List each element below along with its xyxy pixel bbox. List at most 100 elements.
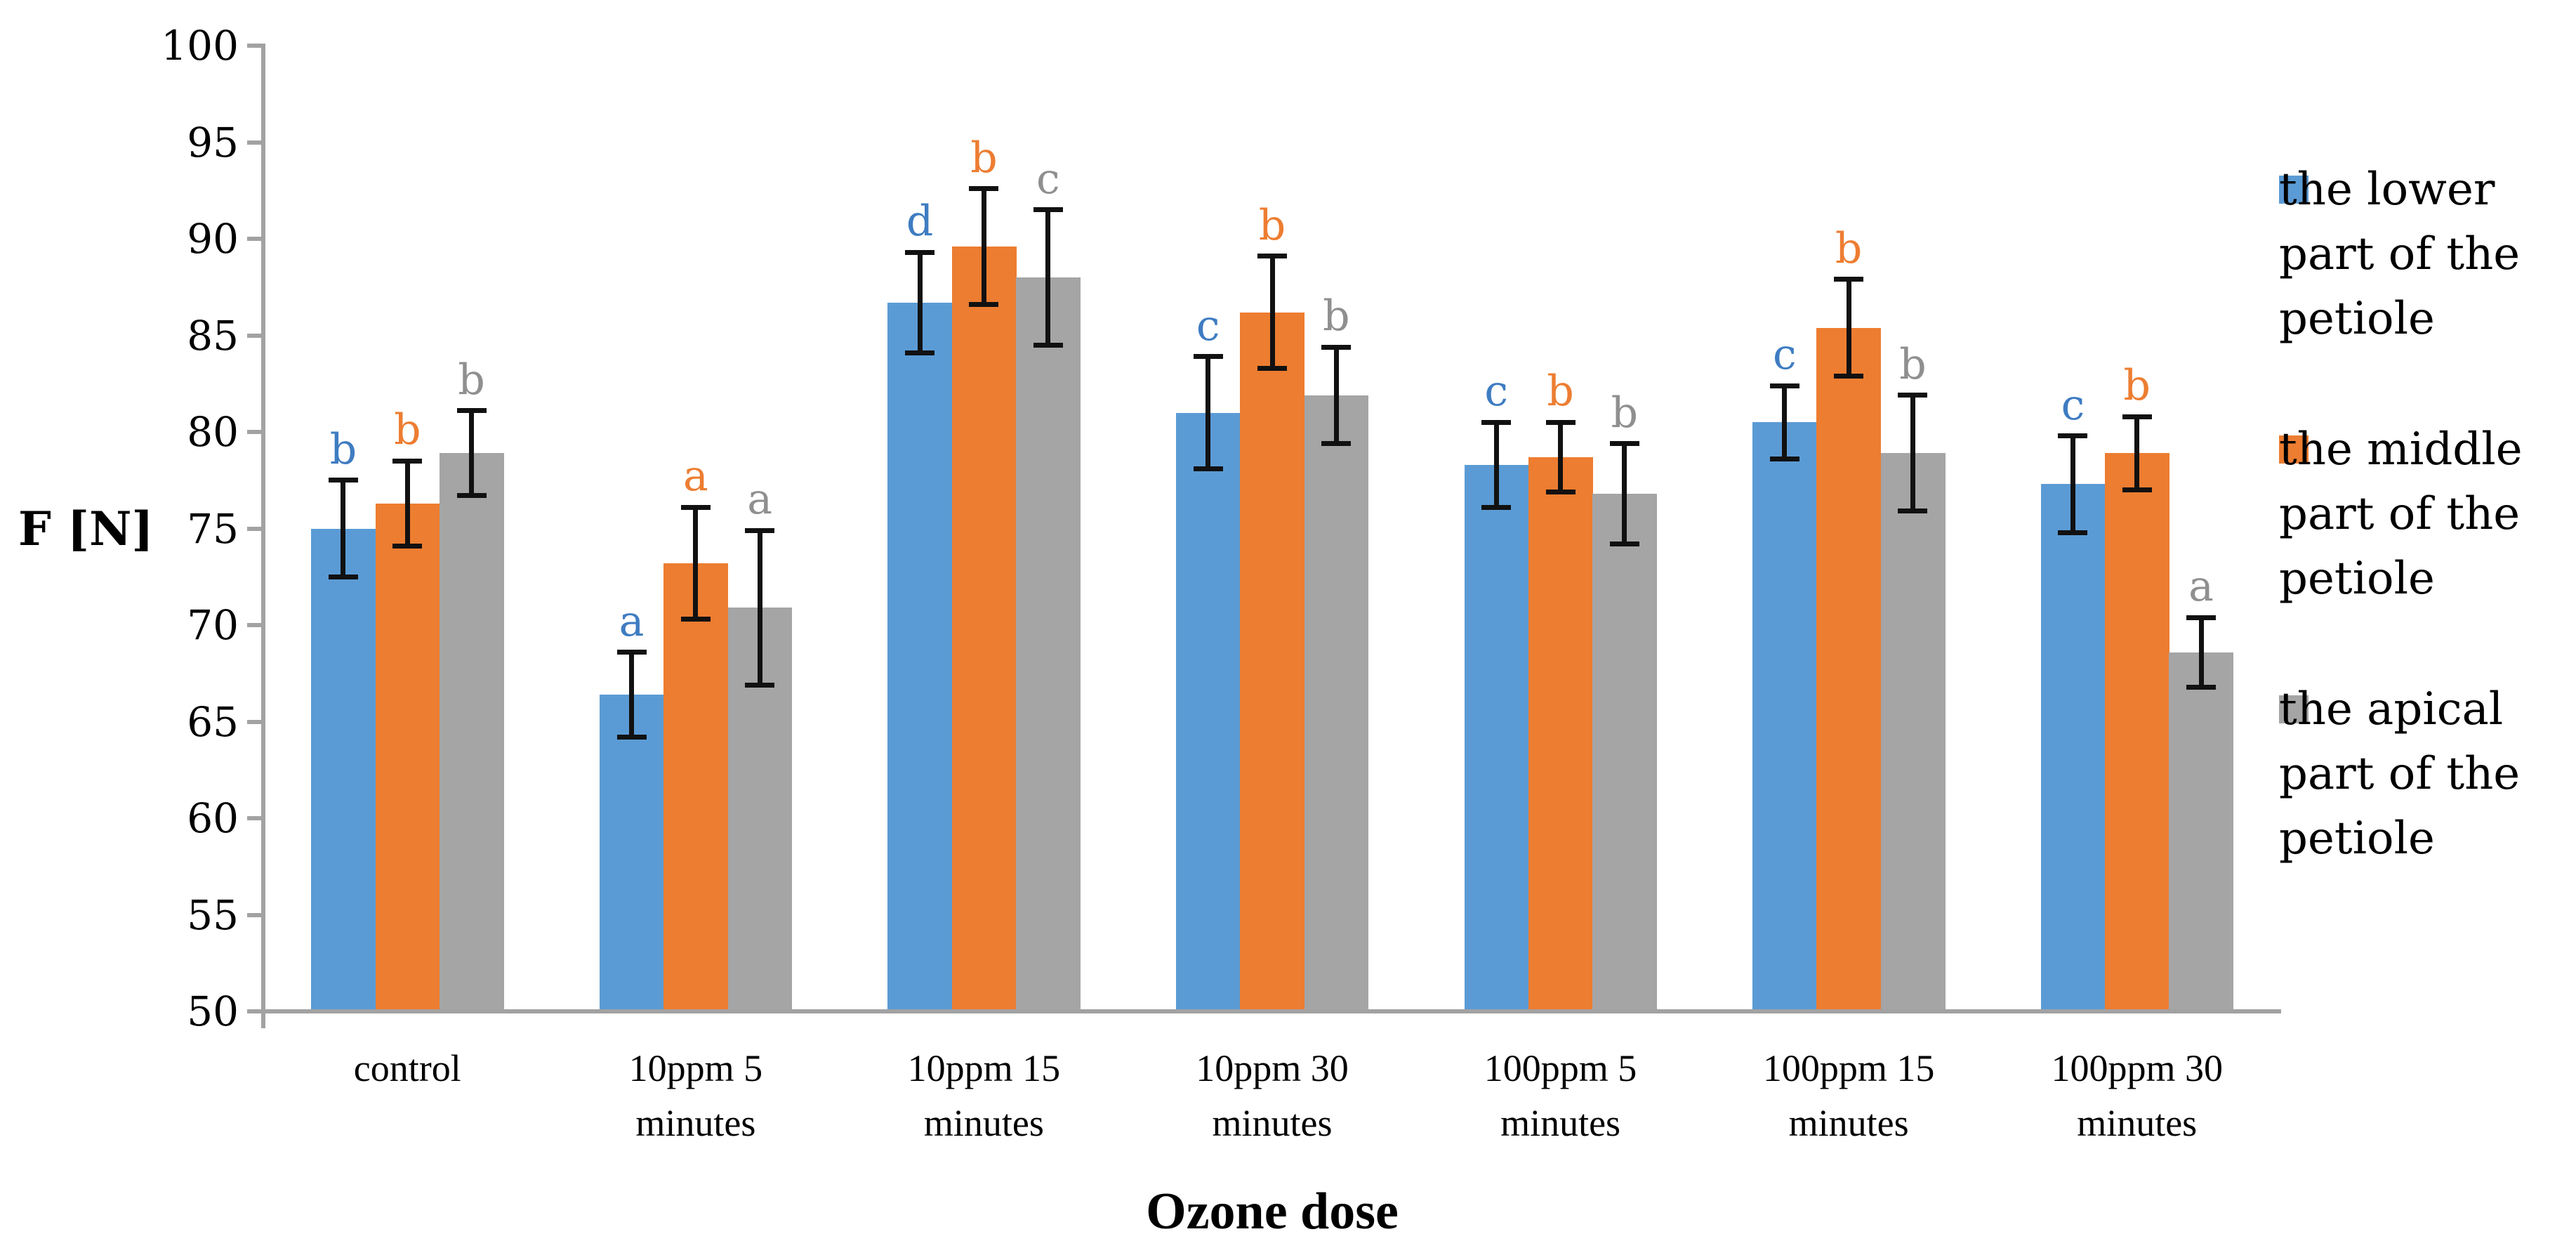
- bar-series3-cat6: [1880, 453, 1946, 1011]
- y-tick-mark: [247, 140, 263, 145]
- error-bar-top-cap: [1769, 383, 1799, 388]
- error-bar: [629, 652, 635, 737]
- error-bar-top-cap: [1481, 419, 1512, 425]
- error-bar-top-cap: [905, 249, 935, 255]
- error-bar: [917, 252, 923, 353]
- y-tick-label: 55: [187, 891, 239, 939]
- x-category-label: 10ppm 15 minutes: [907, 1047, 1061, 1144]
- significance-letter: c: [1484, 367, 1509, 416]
- y-tick-mark: [247, 623, 263, 627]
- error-bar-bottom-cap: [905, 350, 935, 355]
- bar-series2-cat7: [2105, 453, 2169, 1011]
- significance-letter: c: [2061, 380, 2085, 430]
- bar-series2-cat3: [951, 247, 1017, 1011]
- error-bar-top-cap: [1193, 354, 1223, 360]
- significance-letter: b: [970, 133, 998, 183]
- error-bar-bottom-cap: [745, 682, 775, 688]
- significance-letter: b: [1323, 291, 1350, 341]
- error-bar-top-cap: [1898, 393, 1928, 398]
- y-tick-mark: [247, 912, 263, 917]
- error-bar-top-cap: [745, 527, 775, 533]
- y-tick-label: 85: [187, 311, 239, 360]
- error-bar-top-cap: [328, 478, 358, 483]
- error-bar: [1782, 386, 1788, 459]
- bar-series3-cat1: [439, 453, 504, 1011]
- bar-series1-cat2: [599, 695, 664, 1011]
- error-bar: [2198, 617, 2204, 687]
- error-bar: [404, 461, 410, 546]
- error-bar-bottom-cap: [2058, 530, 2088, 535]
- y-tick-label: 95: [187, 118, 239, 166]
- legend-swatch-icon: [2279, 435, 2309, 464]
- significance-letter: b: [1547, 367, 1574, 416]
- bar-series2-cat5: [1528, 457, 1593, 1011]
- bar-series1-cat3: [887, 302, 953, 1011]
- error-bar: [1493, 422, 1499, 508]
- error-bar: [2070, 435, 2075, 532]
- error-bar: [1269, 256, 1275, 369]
- error-bar: [1622, 443, 1627, 544]
- y-tick-label: 100: [161, 22, 239, 70]
- error-bar: [341, 480, 346, 577]
- bar-series3-cat3: [1016, 277, 1081, 1011]
- significance-letter: c: [1036, 154, 1060, 204]
- error-bar-bottom-cap: [969, 302, 999, 307]
- error-bar-top-cap: [2186, 615, 2217, 620]
- bar-series2-cat4: [1240, 312, 1305, 1011]
- bar-series2-cat1: [375, 503, 440, 1011]
- bar-series1-cat1: [311, 528, 376, 1011]
- y-tick-label: 65: [187, 697, 239, 746]
- error-bar-bottom-cap: [1609, 542, 1639, 546]
- legend-swatch-icon: [2279, 176, 2309, 204]
- x-category-label: 100ppm 5 minutes: [1484, 1047, 1637, 1144]
- error-bar-top-cap: [2122, 414, 2152, 419]
- y-tick-mark: [247, 816, 263, 820]
- bar-series1-cat7: [2040, 484, 2106, 1011]
- error-bar-bottom-cap: [392, 543, 423, 549]
- y-tick-label: 75: [187, 504, 239, 553]
- bar-series2-cat6: [1816, 327, 1882, 1011]
- x-category-label: 100ppm 15 minutes: [1762, 1047, 1935, 1144]
- error-bar-top-cap: [1545, 419, 1576, 425]
- error-bar-top-cap: [392, 458, 423, 464]
- y-tick-label: 60: [187, 794, 239, 842]
- y-tick-mark: [247, 237, 263, 241]
- error-bar-top-cap: [2058, 433, 2088, 438]
- legend: the lower part of the petiole the middle …: [2279, 157, 2576, 1035]
- error-bar-top-cap: [680, 504, 711, 510]
- error-bar: [693, 507, 699, 619]
- significance-letter: b: [1835, 223, 1863, 273]
- error-bar: [1333, 347, 1339, 444]
- legend-label: the apical part of the petiole: [2279, 683, 2521, 865]
- legend-label: the lower part of the petiole: [2279, 164, 2521, 345]
- error-bar: [757, 530, 762, 685]
- x-category-label: 10ppm 30 minutes: [1196, 1047, 1349, 1144]
- y-tick-label: 70: [187, 601, 239, 649]
- error-bar-top-cap: [1321, 344, 1352, 350]
- error-bar-bottom-cap: [1545, 489, 1576, 494]
- y-tick-label: 90: [187, 215, 239, 263]
- bar-series1-cat6: [1752, 422, 1817, 1011]
- y-tick-mark: [247, 719, 263, 724]
- error-bar-top-cap: [969, 186, 999, 191]
- error-bar: [1045, 209, 1051, 346]
- x-axis-line: [247, 1009, 2281, 1013]
- error-bar: [1558, 422, 1564, 492]
- y-tick-mark: [247, 44, 263, 48]
- y-tick-mark: [247, 333, 263, 338]
- error-bar-top-cap: [1257, 254, 1287, 259]
- bar-series3-cat7: [2169, 652, 2234, 1011]
- significance-letter: a: [2188, 562, 2214, 611]
- error-bar-bottom-cap: [1321, 441, 1352, 446]
- bar-series1-cat4: [1176, 412, 1241, 1011]
- legend-label: the middle part of the petiole: [2279, 424, 2523, 605]
- significance-letter: c: [1196, 301, 1220, 350]
- significance-letter: b: [458, 355, 485, 405]
- x-axis-title: Ozone dose: [1146, 1183, 1399, 1240]
- y-tick-mark: [247, 526, 263, 531]
- error-bar-bottom-cap: [1769, 457, 1799, 461]
- y-tick-mark: [247, 430, 263, 434]
- bar-series3-cat5: [1592, 494, 1658, 1011]
- error-bar-top-cap: [1033, 207, 1063, 213]
